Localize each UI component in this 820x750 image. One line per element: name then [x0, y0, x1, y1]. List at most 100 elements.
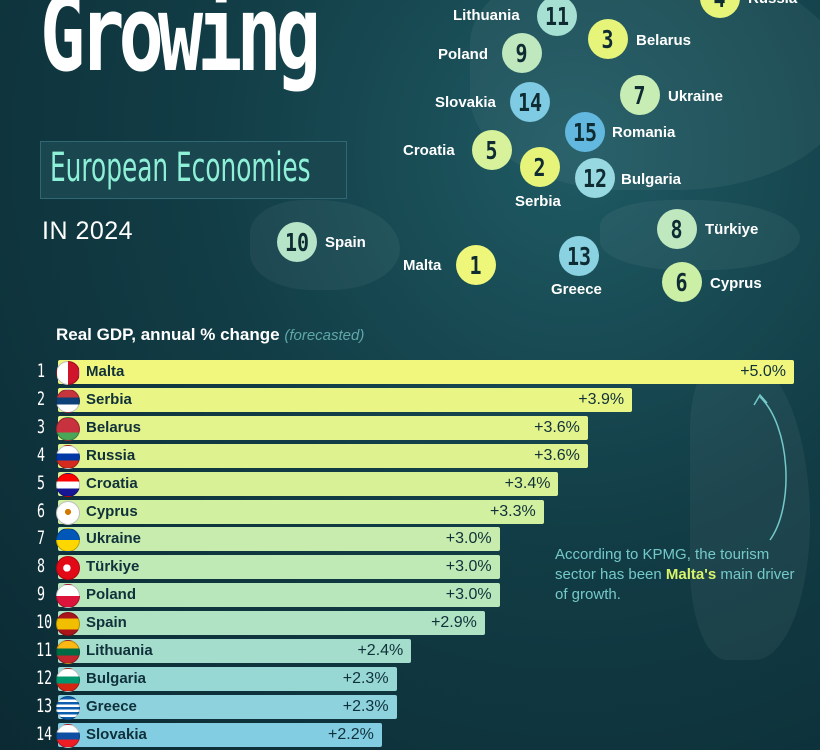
bar-value-label: +3.4%: [504, 474, 551, 492]
year-label: IN 2024: [42, 217, 134, 245]
bar: [58, 611, 485, 636]
bar-rank: 13: [36, 694, 53, 717]
bar-value-label: +2.9%: [431, 614, 477, 632]
bar-row: 2 Serbia +3.9%: [0, 387, 820, 413]
map-rank-number: 14: [517, 87, 543, 117]
map-country-label: Belarus: [636, 32, 692, 49]
bar-category-label: Poland: [86, 586, 137, 604]
annotation-arrow: [753, 393, 787, 541]
bar-row: 9 Poland +3.0%: [0, 583, 820, 609]
map-country-label: Türkiye: [705, 221, 759, 238]
bar-row: 13 Greece +2.3%: [0, 694, 820, 720]
bar-rank: 8: [36, 555, 46, 578]
bar-row: 8 Türkiye +3.0%: [0, 555, 820, 581]
bar-category-label: Türkiye: [86, 558, 140, 576]
map-rank-number: 2: [533, 152, 547, 182]
flag-icon: [56, 444, 80, 469]
bar-rank: 2: [36, 387, 46, 410]
bar: [58, 415, 588, 440]
bar: [58, 471, 559, 496]
map-rank-bubble: 10: [277, 222, 317, 262]
flag-icon: [56, 584, 80, 609]
bar: [58, 360, 794, 384]
flag-icon: [56, 612, 80, 637]
bar-value-label: +3.6%: [534, 418, 580, 436]
flag-icon: [56, 528, 80, 553]
chart-title-text: Real GDP, annual % change: [56, 325, 280, 344]
flag-icon: [56, 472, 80, 497]
map-rank-number: 5: [485, 135, 499, 165]
map-rank-number: 9: [515, 38, 529, 68]
bar-value-label: +3.0%: [445, 558, 492, 576]
bar-value-label: +5.0%: [740, 363, 786, 380]
bar-category-label: Ukraine: [86, 530, 142, 548]
map-landmass-levant: [690, 360, 810, 660]
bar-rank: 7: [36, 527, 46, 550]
flag-icon: [56, 556, 80, 581]
bar: [58, 694, 397, 719]
map-country-label: Cyprus: [710, 275, 762, 292]
map-country-label: Ukraine: [668, 88, 724, 105]
bar-category-label: Spain: [86, 614, 127, 632]
bar-rank: 11: [36, 639, 53, 661]
map-rank-bubble: 7: [620, 75, 660, 115]
bar-category-label: Lithuania: [86, 642, 153, 659]
bar: [58, 666, 397, 691]
map-landmass-iberia: [250, 200, 400, 290]
map-rank-bubble: 14: [510, 82, 550, 122]
map-rank-bubble: 2: [520, 147, 560, 187]
map-rank-bubble: 4: [700, 0, 740, 18]
bar-row: 1 Malta +5.0%: [0, 360, 820, 385]
flag-icon: [56, 723, 80, 748]
map-rank-number: 13: [566, 241, 592, 271]
map-country-label: Romania: [612, 124, 676, 141]
map-rank-number: 10: [284, 227, 310, 257]
map-rank-number: 8: [670, 214, 684, 244]
bar: [58, 443, 588, 468]
bar: [58, 722, 382, 747]
annotation-note: According to KPMG, the tourism sector ha…: [555, 545, 795, 605]
bar-value-label: +3.0%: [445, 586, 492, 604]
bar-category-label: Bulgaria: [86, 669, 147, 687]
page-title: Growing: [40, 0, 321, 95]
map-country-label: Lithuania: [453, 7, 520, 24]
bar-value-label: +3.0%: [445, 530, 492, 548]
bar-category-label: Greece: [86, 697, 137, 715]
flag-icon: [56, 695, 80, 720]
map-rank-number: 7: [633, 80, 647, 110]
map-rank-bubble: 15: [565, 112, 605, 152]
bar-value-label: +3.9%: [578, 390, 625, 408]
map-country-label: Bulgaria: [621, 171, 682, 188]
bar-category-label: Cyprus: [86, 502, 138, 520]
bar-row: 6 Cyprus +3.3%: [0, 499, 820, 525]
flag-icon: [56, 667, 80, 692]
map-rank-bubble: 5: [472, 130, 512, 170]
bar: [58, 639, 412, 663]
map-rank-bubble: 1: [456, 245, 496, 285]
bar-rank: 1: [36, 360, 46, 382]
bar-category-label: Belarus: [86, 418, 142, 436]
bar-value-label: +2.2%: [328, 725, 374, 743]
bar: [58, 499, 544, 524]
bar-row: 10 Spain +2.9%: [0, 611, 820, 637]
map-country-label: Spain: [325, 234, 366, 251]
map-rank-number: 1: [469, 250, 483, 280]
map-country-label: Poland: [438, 46, 489, 63]
flag-icon: [56, 416, 80, 441]
flag-icon: [56, 361, 80, 385]
map-rank-bubble: 6: [662, 262, 702, 302]
annotation-text: According to KPMG, the tourism sector ha…: [555, 546, 770, 583]
bar-rank: 4: [36, 443, 46, 466]
bar: [58, 527, 500, 552]
map-country-label: Croatia: [403, 142, 455, 159]
page-subtitle: European Economies: [50, 145, 311, 191]
flag-icon: [56, 640, 80, 664]
bar-row: 14 Slovakia +2.2%: [0, 722, 820, 748]
bar-rank: 6: [36, 499, 46, 522]
map-rank-number: 15: [572, 117, 598, 147]
map-country-label: Greece: [551, 281, 602, 298]
bar-value-label: +2.3%: [342, 669, 389, 687]
map-rank-bubble: 13: [559, 236, 599, 276]
map-rank-bubble: 9: [502, 33, 542, 73]
bar-row: 3 Belarus +3.6%: [0, 415, 820, 441]
